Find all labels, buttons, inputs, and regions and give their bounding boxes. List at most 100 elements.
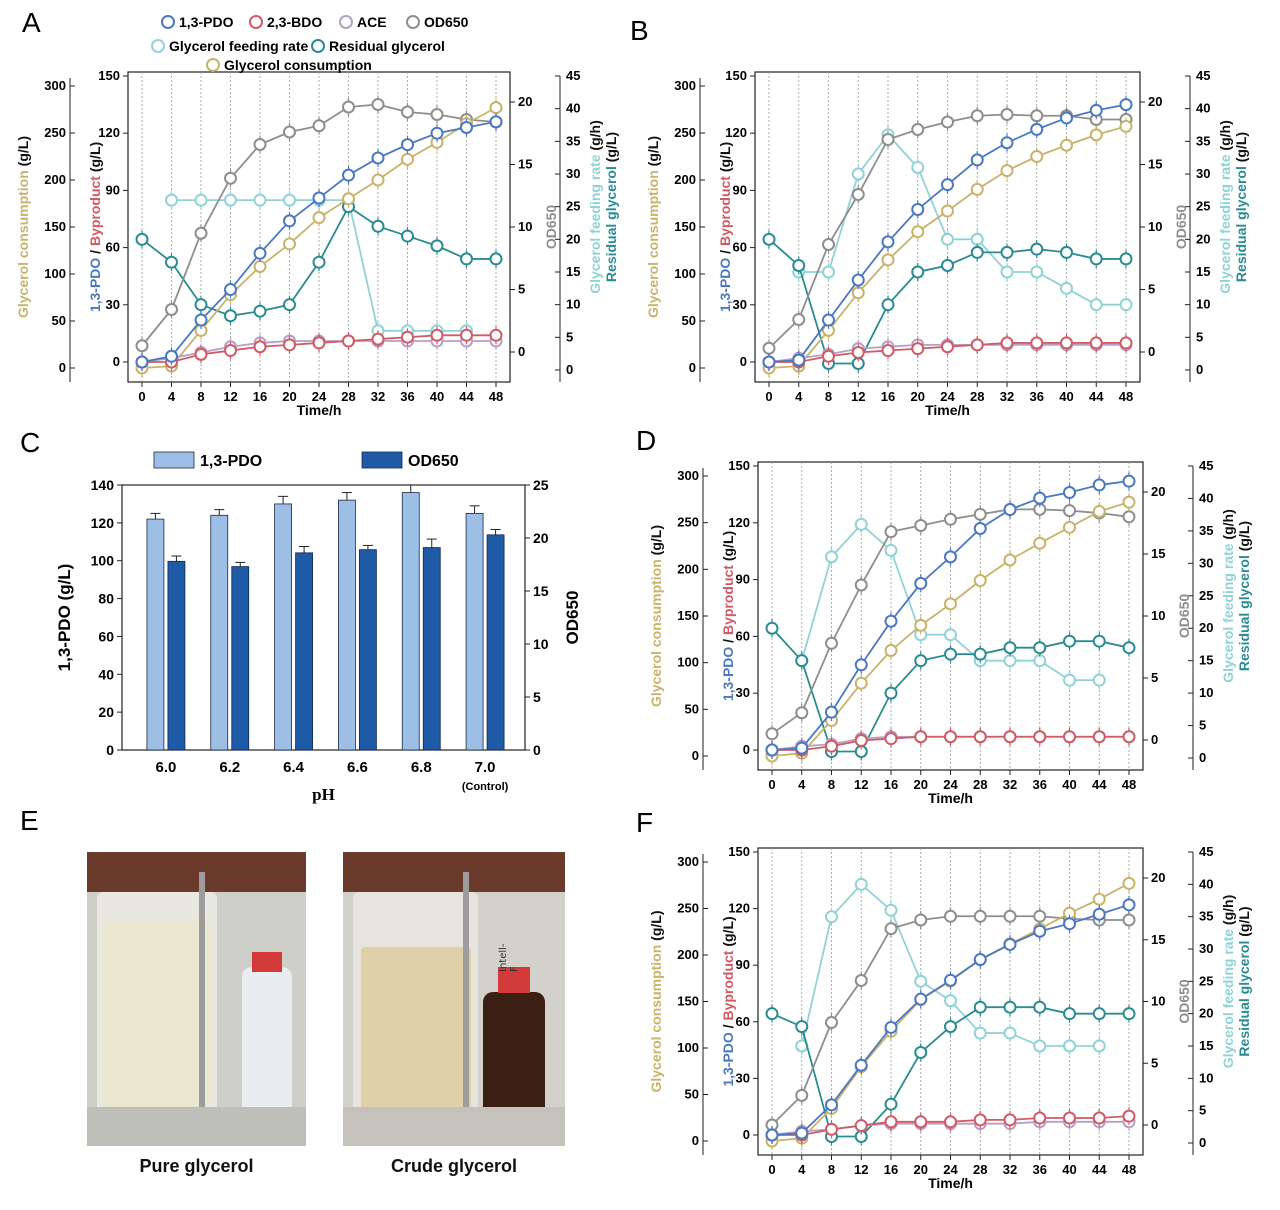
legend-label: OD650	[424, 14, 469, 30]
legend-marker	[161, 15, 175, 29]
x-tick-label: 24	[940, 389, 955, 404]
legend-label: Residual glycerol	[329, 38, 445, 54]
data-point-2-3-bdo	[914, 1115, 928, 1129]
axis-title-part: (g/L)	[648, 910, 664, 944]
y-tick-label-feed: 20	[1196, 231, 1210, 246]
y-tick-label-right: 0	[533, 742, 541, 758]
data-point-1-3-pdo	[825, 1098, 838, 1112]
x-tick-label: 4	[798, 1162, 806, 1177]
data-point-1-3-pdo	[1060, 111, 1073, 125]
panel-letter-e: E	[20, 805, 39, 836]
y-axis-title-od: OD650	[1176, 594, 1192, 639]
data-point-1-3-pdo	[851, 273, 865, 287]
data-point-residual-glycerol	[194, 298, 208, 312]
axis-title-part: Residual glycerol	[603, 166, 619, 282]
data-point-2-3-bdo	[224, 344, 237, 358]
axis-title-part: /	[720, 635, 736, 647]
y-axis-title-pdo: 1,3-PDO / Byproduct (g/L)	[717, 142, 733, 312]
y-tick-label-right: 15	[533, 583, 549, 599]
data-point-glycerol-feeding-rate	[914, 974, 928, 988]
x-tick-label: 20	[282, 389, 296, 404]
data-point-glycerol-consumption	[1119, 119, 1133, 133]
data-point-residual-glycerol	[970, 245, 984, 259]
y-tick-label-consumption: 200	[674, 172, 696, 187]
legend-label: Glycerol consumption	[224, 57, 372, 73]
y-tick-label-pdo: 30	[733, 297, 747, 312]
legend-marker	[249, 15, 263, 29]
data-point-residual-glycerol	[795, 654, 809, 668]
panel-a: A0 4 8 12 16 20 24 28 32 36 40 44 48Time/h0501001502…	[15, 7, 619, 418]
y-tick-label-consumption: 150	[44, 219, 66, 234]
data-point-glycerol-feeding-rate	[1000, 265, 1014, 279]
y-axis-title-feed: Glycerol feeding rate (g/h)	[587, 120, 603, 294]
data-point-2-3-bdo	[1033, 1111, 1047, 1125]
data-point-glycerol-feeding-rate	[1119, 298, 1133, 312]
data-point-1-3-pdo	[1119, 98, 1133, 112]
data-point-1-3-pdo	[765, 743, 779, 757]
y-tick-label-od: 5	[1148, 282, 1155, 297]
data-point-1-3-pdo	[342, 168, 355, 182]
data-point-glycerol-consumption	[1122, 876, 1136, 890]
axis-title-part: 1,3-PDO	[720, 647, 736, 702]
data-point-glycerol-consumption	[1092, 892, 1106, 906]
y-tick-label-consumption: 150	[677, 608, 699, 623]
data-point-1-3-pdo	[1033, 924, 1047, 938]
axis-title-part: (g/L)	[720, 531, 736, 565]
data-point-od650	[1030, 109, 1044, 123]
data-point-glycerol-consumption	[973, 574, 987, 588]
data-point-od650	[884, 525, 898, 539]
y-tick-label-left: 40	[98, 666, 114, 682]
axis-title-part: Glycerol consumption	[648, 945, 664, 1093]
data-point-2-3-bdo	[489, 328, 503, 342]
y-tick-label-feed: 20	[1199, 620, 1213, 635]
data-point-glycerol-feeding-rate	[1003, 654, 1017, 668]
data-point-1-3-pdo	[1033, 491, 1047, 505]
axis-title-part: Byproduct	[720, 565, 736, 635]
bar-od	[295, 552, 313, 751]
x-tick-label: 44	[1089, 389, 1104, 404]
y-tick-label-pdo: 150	[98, 68, 120, 83]
y-tick-label-pdo: 90	[733, 182, 747, 197]
bottle-label-text: Intell-F	[498, 943, 520, 972]
data-point-1-3-pdo	[973, 521, 987, 535]
data-point-od650	[371, 98, 385, 111]
y-tick-label-right: 5	[533, 689, 541, 705]
data-point-glycerol-consumption	[970, 182, 984, 196]
axis-title-part: Byproduct	[87, 176, 103, 246]
data-point-1-3-pdo	[1030, 122, 1044, 136]
y-axis-title-feed: Glycerol feeding rate (g/h)	[1220, 895, 1236, 1069]
data-point-od650	[165, 303, 178, 316]
data-point-residual-glycerol	[371, 219, 385, 233]
x-tick-label: 24	[943, 1162, 958, 1177]
photo-crude-glycerol: Intell-F	[343, 852, 565, 1146]
data-point-glycerol-feeding-rate	[854, 517, 868, 531]
y-tick-label-consumption: 100	[677, 1040, 699, 1055]
x-tick-label: 28	[973, 1162, 987, 1177]
data-point-1-3-pdo	[795, 741, 809, 755]
y-tick-label-feed: 30	[566, 166, 580, 181]
data-point-residual-glycerol	[973, 1000, 987, 1014]
axis-title-part: (g/h)	[1220, 895, 1236, 929]
y-tick-label-pdo: 60	[736, 1014, 750, 1029]
x-tick-label: 16	[881, 389, 895, 404]
data-point-od650	[881, 133, 895, 146]
y-tick-label-od: 15	[518, 157, 532, 172]
axis-title-part: Byproduct	[720, 950, 736, 1020]
x-tick-label: 16	[253, 389, 267, 404]
data-point-1-3-pdo	[881, 235, 895, 249]
bar-pdo	[338, 499, 356, 751]
y-tick-label-pdo: 90	[736, 957, 750, 972]
data-point-glycerol-feeding-rate	[884, 903, 898, 917]
axis-title-part: Glycerol feeding rate	[1220, 543, 1236, 682]
data-point-residual-glycerol	[941, 258, 954, 272]
data-point-glycerol-feeding-rate	[854, 877, 868, 891]
data-point-residual-glycerol	[489, 252, 503, 266]
y-tick-label-consumption: 0	[692, 1133, 699, 1148]
data-point-glycerol-consumption	[253, 259, 267, 273]
y-tick-label-pdo: 0	[743, 1127, 750, 1142]
data-point-glycerol-feeding-rate	[825, 910, 838, 924]
legend-label: 1,3-PDO	[200, 453, 262, 470]
data-point-2-3-bdo	[194, 347, 208, 361]
x-tick-label: 32	[1003, 777, 1017, 792]
x-tick-label: 4	[798, 777, 806, 792]
